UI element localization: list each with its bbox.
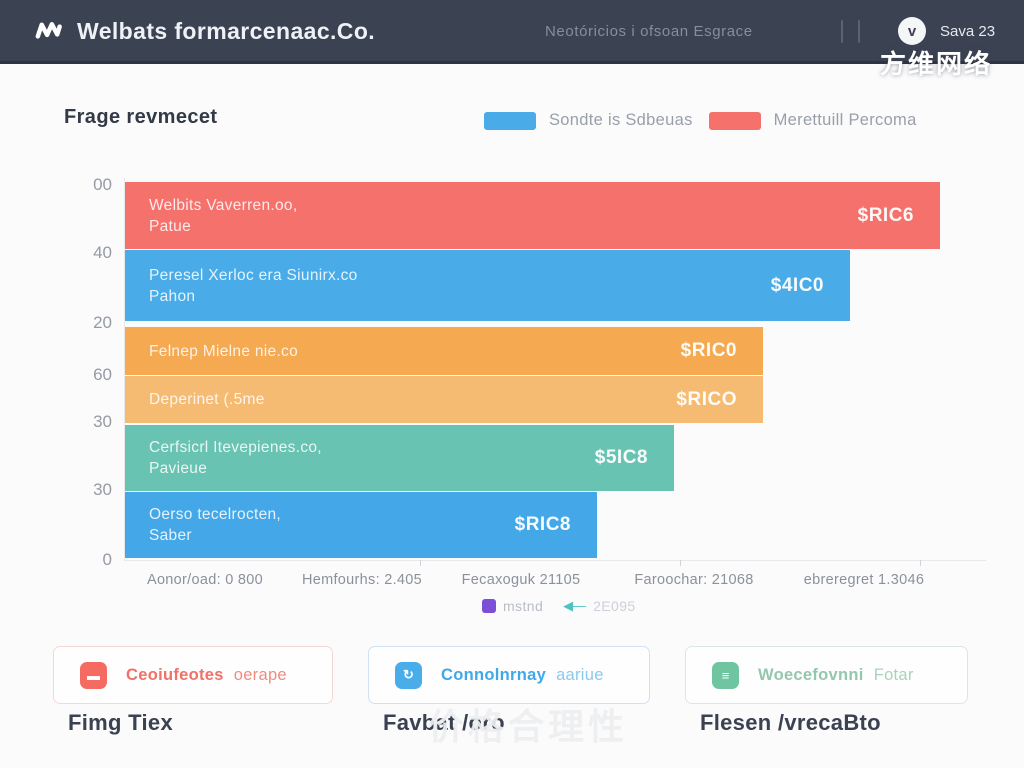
info-card[interactable]: ≡ Woecefovnni Fotar: [685, 646, 968, 704]
wallet-icon: ▬: [80, 661, 107, 689]
card-caption: Favbat /oro: [383, 710, 505, 735]
chart-legend: Sondte is Sdbeuas Merettuill Percoma: [484, 111, 917, 130]
refresh-icon: ↻: [395, 661, 422, 689]
bar-value-label: $RIC6: [857, 204, 914, 226]
page-title: Frage revmecet: [64, 106, 218, 128]
bar-category-label: Welbits Vaverren.oo, Patue: [149, 196, 298, 235]
y-axis-tick-label: 30: [93, 480, 112, 499]
user-label[interactable]: Sava 23: [940, 23, 996, 40]
chart-bar[interactable]: Oerso tecelrocten, Saber $RIC8: [125, 492, 597, 558]
header-nav-text[interactable]: Neotóricios i ofsoan Esgrace: [545, 23, 753, 40]
bar-value-label: $RIC0: [680, 340, 737, 361]
legend-item[interactable]: Merettuill Percoma: [708, 111, 917, 130]
bar-value-label: $4IC0: [770, 274, 824, 296]
legend-swatch: [484, 111, 536, 130]
legend-item[interactable]: Sondte is Sdbeuas: [484, 111, 693, 130]
info-card[interactable]: ▬ Ceoiufeotes oerape: [53, 646, 333, 704]
app-title: Welbats formarcenaac.Co.: [77, 18, 376, 44]
sub-legend-item[interactable]: ◀— 2E095: [563, 598, 635, 614]
chart-bar[interactable]: Peresel Xerloc era Siunirx.co Pahon $4IC0: [125, 250, 850, 321]
arrow-icon: ◀—: [563, 598, 587, 613]
x-axis-label: ebreregret 1.3046: [803, 572, 925, 588]
bar-category-label: Felnep Mielne nie.co: [149, 342, 299, 360]
x-axis-label: Hemfourhs: 2.405: [301, 572, 423, 588]
header-divider: [841, 20, 843, 43]
bar-value-label: $5IC8: [594, 447, 648, 468]
header-divider: [858, 20, 860, 43]
legend-label: Sondte is Sdbeuas: [549, 111, 693, 129]
x-axis-tick: [680, 560, 681, 566]
x-axis-line: [124, 560, 986, 561]
chart-bar[interactable]: Welbits Vaverren.oo, Patue $RIC6: [125, 182, 940, 249]
avatar[interactable]: v: [898, 17, 926, 45]
y-axis-tick-label: 0: [102, 550, 112, 569]
x-axis-label: Aonor/oad: 0 800: [146, 572, 264, 588]
bar-category-label: Peresel Xerloc era Siunirx.co Pahon: [149, 266, 358, 305]
x-axis-tick: [420, 560, 421, 566]
card-text: Connolnrnay aariue: [441, 666, 604, 685]
card-text: Woecefovnni Fotar: [758, 666, 914, 685]
bar-value-label: $RIC8: [514, 514, 571, 535]
y-axis-tick-label: 40: [93, 243, 112, 262]
bar-value-label: $RICO: [676, 388, 737, 410]
chart-bar[interactable]: Deperinet (.5me $RICO: [125, 376, 763, 423]
card-text: Ceoiufeotes oerape: [126, 666, 287, 685]
card-caption: Flesen /vrecaBto: [700, 710, 881, 735]
sub-legend: mstnd ◀— 2E095: [482, 598, 636, 614]
square-swatch-icon: [482, 599, 496, 613]
legend-swatch: [708, 111, 761, 130]
legend-label: Merettuill Percoma: [773, 111, 917, 129]
x-axis-label: Faroochar: 21068: [634, 572, 754, 588]
avatar-letter: v: [907, 22, 917, 40]
watermark-text: 方维网络: [880, 49, 993, 79]
card-caption: Fimg Tiex: [68, 710, 173, 735]
y-axis-tick-label: 20: [93, 313, 112, 332]
card-title: Woecefovnni: [758, 665, 864, 684]
sub-legend-item[interactable]: mstnd: [482, 598, 543, 614]
brand-logo-icon: [33, 16, 64, 47]
info-card[interactable]: ↻ Connolnrnay aariue: [368, 646, 650, 704]
x-axis-label: Fecaxoguk 21105: [461, 572, 581, 588]
y-axis-tick-label: 60: [93, 365, 112, 384]
card-subtitle: Fotar: [873, 665, 914, 684]
y-axis-line: [124, 178, 125, 560]
card-subtitle: oerape: [233, 665, 287, 684]
y-axis-tick-label: 30: [93, 412, 112, 431]
sub-legend-label: mstnd: [503, 598, 544, 614]
bar-category-label: Oerso tecelrocten, Saber: [149, 506, 282, 544]
brand[interactable]: Welbats formarcenaac.Co.: [33, 16, 375, 47]
y-axis-tick-label: 00: [93, 175, 112, 194]
bar-category-label: Cerfsicrl Itevepienes.co, Pavieue: [149, 439, 322, 477]
bar-category-label: Deperinet (.5me: [149, 391, 265, 408]
menu-icon: ≡: [712, 661, 739, 689]
chart-bar[interactable]: Cerfsicrl Itevepienes.co, Pavieue $5IC8: [125, 425, 674, 491]
chart-bar[interactable]: Felnep Mielne nie.co $RIC0: [125, 327, 763, 375]
x-axis-tick: [920, 560, 921, 566]
app-header: Welbats formarcenaac.Co. Neotóricios i o…: [0, 0, 1024, 64]
card-title: Connolnrnay: [441, 665, 547, 684]
card-subtitle: aariue: [556, 665, 604, 684]
sub-legend-label: 2E095: [593, 598, 636, 614]
card-title: Ceoiufeotes: [126, 665, 224, 684]
